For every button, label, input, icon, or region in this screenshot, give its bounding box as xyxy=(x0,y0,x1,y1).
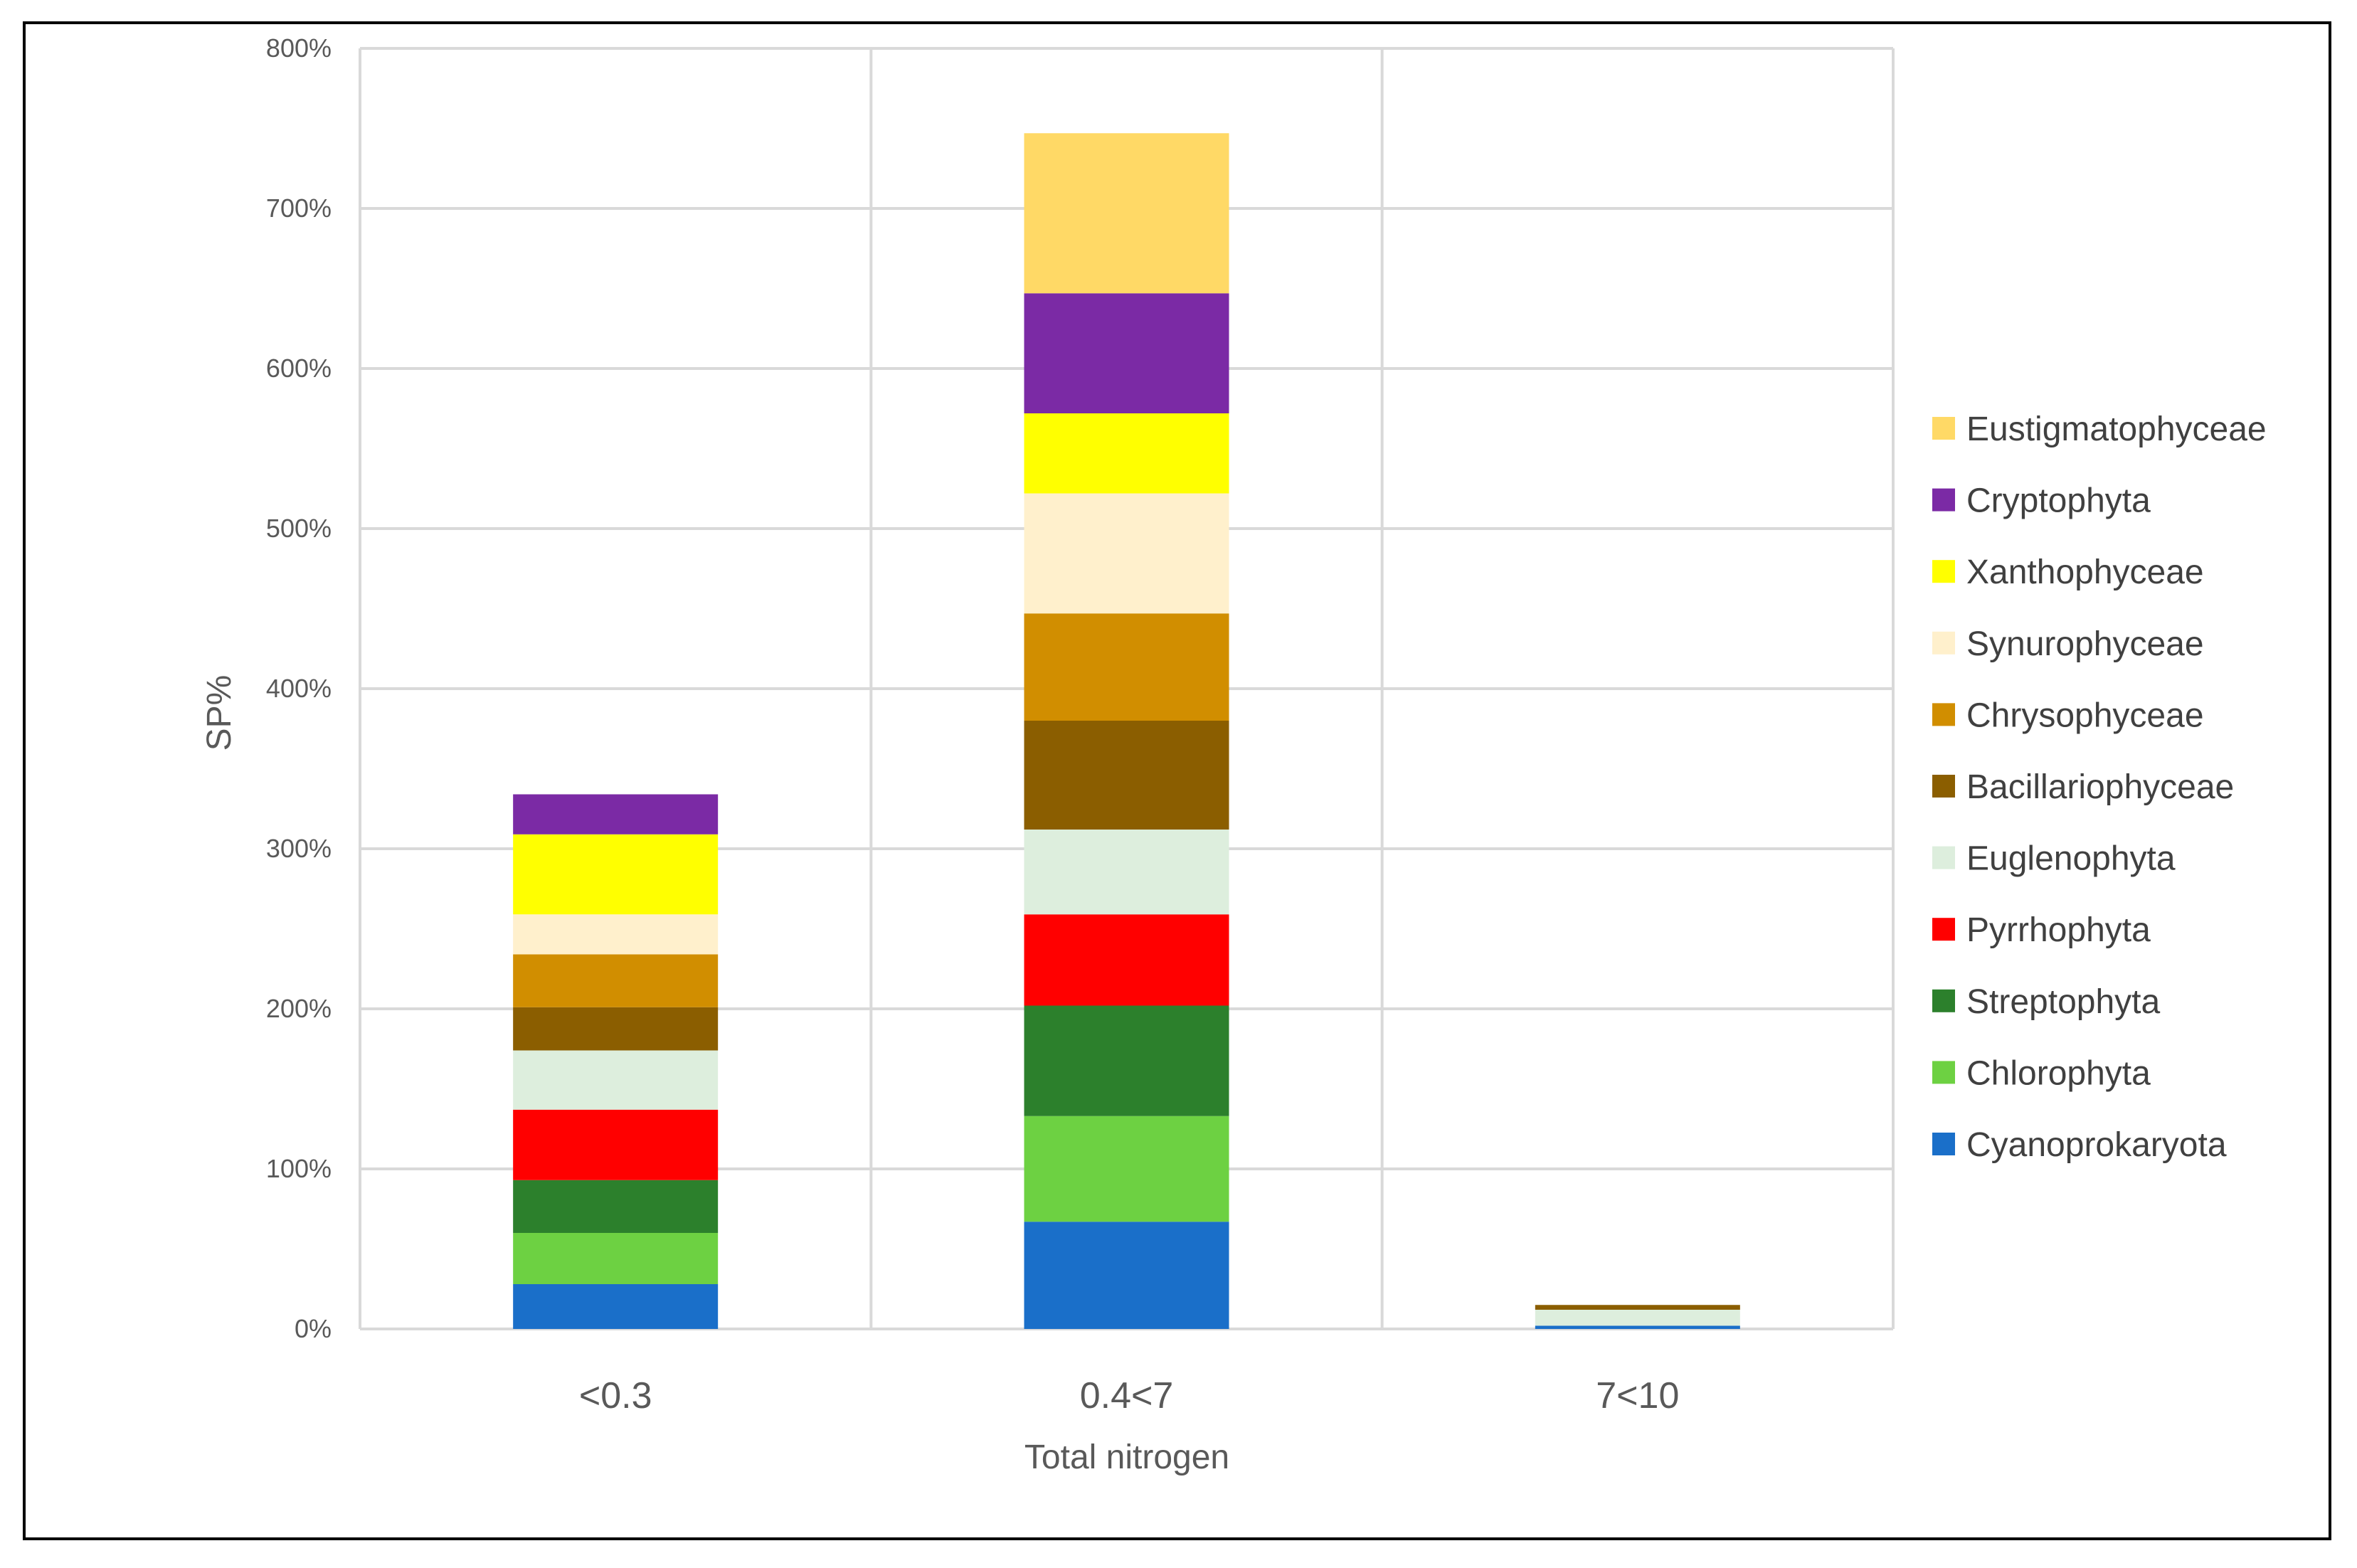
legend-swatch xyxy=(1932,417,1955,440)
bar-segment xyxy=(1024,1116,1229,1222)
bar-segment xyxy=(513,954,719,1007)
y-tick-label: 500% xyxy=(266,514,332,543)
bar-segment xyxy=(1535,1305,1740,1310)
legend-label: Euglenophyta xyxy=(1966,840,2176,878)
legend-swatch xyxy=(1932,775,1955,798)
x-axis-ticks: <0.3 0.4<7 7<10 xyxy=(579,1375,1680,1416)
bar-segment xyxy=(513,1233,719,1284)
bar-segment xyxy=(1024,133,1229,294)
legend-swatch xyxy=(1932,1061,1955,1084)
bar-segment xyxy=(513,1050,719,1110)
legend: Eustigmatophyceae Cryptophyta Xanthophycea… xyxy=(1932,410,2267,1164)
legend-label: Synurophyceae xyxy=(1966,625,2204,663)
legend-label: Chlorophyta xyxy=(1966,1054,2151,1092)
y-tick-label: 100% xyxy=(266,1154,332,1183)
legend-label: Pyrrhophyta xyxy=(1966,911,2151,949)
bar-segment xyxy=(1024,613,1229,721)
y-tick-label: 300% xyxy=(266,834,332,863)
bar-segment xyxy=(513,1109,719,1180)
bar-segment xyxy=(1535,1325,1740,1329)
legend-swatch xyxy=(1932,1133,1955,1155)
bar-segment xyxy=(1024,413,1229,494)
legend-label: Cyanoprokaryota xyxy=(1966,1126,2227,1164)
y-tick-label: 700% xyxy=(266,194,332,223)
x-tick-label: <0.3 xyxy=(579,1375,652,1416)
legend-swatch xyxy=(1932,703,1955,726)
chart-frame: 0% 100% 200% 300% 400% 500% 600% 700% 800% <0.3 0… xyxy=(23,21,2331,1540)
y-tick-label: 200% xyxy=(266,994,332,1023)
y-axis-title: SP% xyxy=(201,675,238,751)
bar-segment xyxy=(513,794,719,835)
bar-segment xyxy=(1024,830,1229,915)
bars xyxy=(513,133,1740,1329)
legend-swatch xyxy=(1932,488,1955,512)
legend-label: Cryptophyta xyxy=(1966,482,2151,520)
legend-swatch xyxy=(1932,560,1955,583)
legend-label: Streptophyta xyxy=(1966,983,2160,1021)
legend-label: Bacillariophyceae xyxy=(1966,768,2234,806)
stacked-bar-chart: 0% 100% 200% 300% 400% 500% 600% 700% 800% <0.3 0… xyxy=(201,33,2267,1476)
bar-segment xyxy=(1024,1005,1229,1116)
bar-segment xyxy=(1024,721,1229,830)
y-axis-ticks: 0% 100% 200% 300% 400% 500% 600% 700% 800% xyxy=(266,33,332,1343)
bar-segment xyxy=(1024,1222,1229,1329)
bar-segment xyxy=(1024,293,1229,413)
legend-label: Xanthophyceae xyxy=(1966,553,2204,591)
legend-label: Chrysophyceae xyxy=(1966,696,2204,734)
bar-segment xyxy=(513,914,719,955)
legend-swatch xyxy=(1932,918,1955,941)
bar-segment xyxy=(513,1180,719,1233)
bar-segment xyxy=(1535,1310,1740,1326)
y-tick-label: 0% xyxy=(295,1314,332,1343)
y-tick-label: 600% xyxy=(266,354,332,383)
y-tick-label: 400% xyxy=(266,674,332,703)
x-tick-label: 0.4<7 xyxy=(1080,1375,1174,1416)
x-tick-label: 7<10 xyxy=(1596,1375,1679,1416)
legend-swatch xyxy=(1932,631,1955,655)
bar-segment xyxy=(1024,493,1229,614)
bar-segment xyxy=(513,834,719,915)
legend-label: Eustigmatophyceae xyxy=(1966,410,2267,448)
x-axis-title: Total nitrogen xyxy=(1024,1439,1229,1476)
bar-segment xyxy=(513,1284,719,1329)
y-tick-label: 800% xyxy=(266,33,332,63)
legend-swatch xyxy=(1932,846,1955,869)
bar-segment xyxy=(513,1007,719,1051)
bar-segment xyxy=(1024,914,1229,1006)
legend-swatch xyxy=(1932,989,1955,1012)
